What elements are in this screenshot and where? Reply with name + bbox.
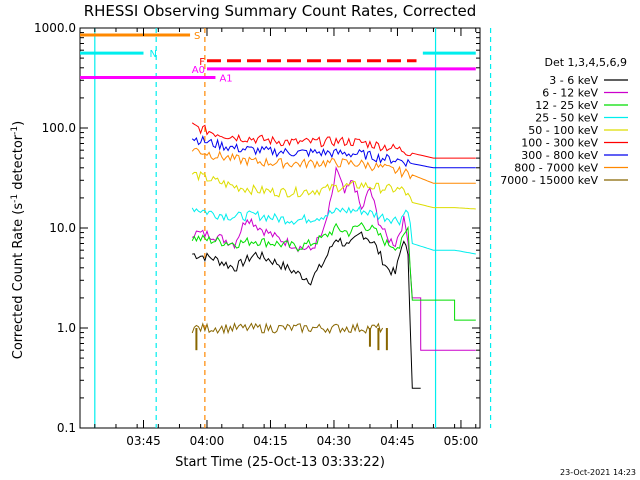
x-tick-label: 04:30: [317, 434, 352, 448]
legend-entry-label: 25 - 50 keV: [535, 112, 598, 125]
series-line: [191, 166, 476, 351]
legend-entry-label: 800 - 7000 keV: [514, 162, 598, 175]
legend-entry-label: 12 - 25 keV: [535, 99, 598, 112]
y-tick-label: 0.1: [57, 421, 76, 435]
y-axis-label-end: ): [11, 121, 26, 126]
series-line: [191, 205, 476, 255]
legend-entry-label: 300 - 800 keV: [521, 149, 598, 162]
legend-entry-label: 6 - 12 keV: [542, 87, 598, 100]
y-axis-label-mid: detector: [11, 134, 26, 194]
x-tick-label: 04:00: [190, 434, 225, 448]
chart-title: RHESSI Observing Summary Count Rates, Co…: [84, 2, 477, 20]
series-line: [191, 221, 476, 321]
series-lines: [191, 122, 476, 389]
plot-border: [79, 27, 481, 429]
y-tick-label: 1.0: [57, 321, 76, 335]
x-tick-label: 04:15: [253, 434, 288, 448]
state-flag-label: S: [194, 31, 200, 42]
legend-entry-label: 7000 - 15000 keV: [500, 174, 598, 187]
x-axis-label: Start Time (25-Oct-13 03:33:22): [175, 455, 385, 470]
vertical-markers: [94, 28, 492, 428]
series-line: [191, 147, 476, 184]
legend-entry-label: 100 - 300 keV: [521, 137, 598, 150]
y-axis-label-sup2: -1: [10, 126, 20, 135]
x-axis-ticks: 03:45 04:00 04:15 04:30 04:45 05:00: [94, 28, 479, 448]
y-axis-ticks: 0.1 1.0 10.0 100.0 1000.0: [34, 21, 480, 435]
state-flag-label: A1: [219, 73, 232, 84]
y-axis-label-main: Corrected Count Rate (s: [11, 203, 26, 360]
plot-frame: [79, 27, 481, 429]
y-tick-label: 10.0: [49, 221, 76, 235]
series-line: [191, 134, 476, 169]
series-line: [191, 171, 476, 210]
footer-date: 23-Oct-2021 14:23: [560, 468, 636, 477]
state-flag-label: A0: [192, 65, 205, 76]
legend-title: Det 1,3,4,5,6,9: [544, 56, 627, 69]
x-tick-label: 04:45: [380, 434, 415, 448]
state-flags: S N FA0 A1: [80, 31, 476, 84]
y-tick-label: 100.0: [42, 121, 76, 135]
y-axis-label-sup1: -1: [10, 194, 20, 203]
x-tick-label: 03:45: [126, 434, 161, 448]
y-tick-label: 1000.0: [34, 21, 76, 35]
state-flag-label: F: [199, 57, 205, 68]
y-axis-label: Corrected Count Rate (s-1 detector-1): [10, 121, 26, 359]
state-flag-label: N: [149, 49, 156, 60]
series-line: [191, 321, 384, 335]
series-line: [191, 122, 476, 159]
legend-entry-label: 50 - 100 keV: [528, 124, 598, 137]
x-tick-label: 05:00: [444, 434, 479, 448]
legend-entry-label: 3 - 6 keV: [549, 74, 598, 87]
series-line: [192, 231, 421, 389]
